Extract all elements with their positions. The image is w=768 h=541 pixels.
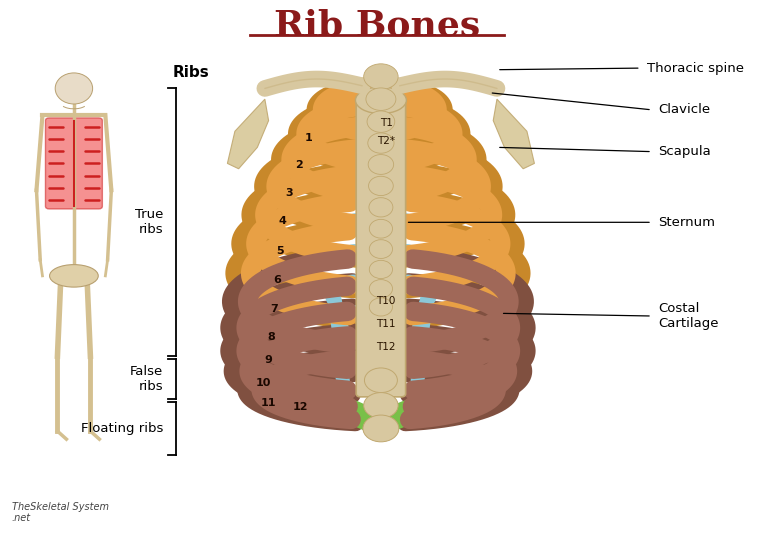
Text: 4: 4 bbox=[278, 216, 286, 226]
Ellipse shape bbox=[367, 111, 395, 133]
Text: 12: 12 bbox=[293, 402, 309, 412]
Text: 1: 1 bbox=[304, 133, 312, 143]
Ellipse shape bbox=[55, 73, 93, 104]
Text: T2*: T2* bbox=[377, 136, 396, 146]
Text: 5: 5 bbox=[276, 246, 283, 256]
Text: 7: 7 bbox=[270, 304, 279, 314]
Ellipse shape bbox=[369, 176, 393, 195]
Ellipse shape bbox=[369, 219, 392, 238]
Text: T1: T1 bbox=[379, 118, 392, 128]
FancyBboxPatch shape bbox=[45, 118, 102, 209]
Ellipse shape bbox=[369, 260, 392, 279]
Text: Costal
Cartilage: Costal Cartilage bbox=[658, 302, 718, 330]
Ellipse shape bbox=[369, 280, 392, 298]
Ellipse shape bbox=[50, 265, 98, 287]
Text: Floating ribs: Floating ribs bbox=[81, 422, 163, 435]
Ellipse shape bbox=[369, 298, 392, 316]
Ellipse shape bbox=[369, 240, 392, 259]
Text: Clavicle: Clavicle bbox=[658, 103, 710, 116]
Text: 3: 3 bbox=[286, 188, 293, 198]
Ellipse shape bbox=[368, 133, 394, 153]
Text: 11: 11 bbox=[261, 398, 276, 408]
Text: 6: 6 bbox=[273, 275, 281, 285]
Text: 8: 8 bbox=[267, 332, 275, 342]
Text: T10: T10 bbox=[376, 296, 396, 306]
Ellipse shape bbox=[368, 155, 394, 174]
Ellipse shape bbox=[364, 393, 398, 418]
Text: T12: T12 bbox=[376, 341, 396, 352]
Ellipse shape bbox=[364, 64, 398, 89]
Text: T11: T11 bbox=[376, 319, 396, 329]
Text: 9: 9 bbox=[265, 355, 273, 366]
Text: Scapula: Scapula bbox=[658, 145, 710, 158]
Text: Thoracic spine: Thoracic spine bbox=[647, 62, 743, 75]
Polygon shape bbox=[227, 99, 269, 169]
Text: TheSkeletal System
.net: TheSkeletal System .net bbox=[12, 502, 109, 523]
Polygon shape bbox=[493, 99, 535, 169]
Ellipse shape bbox=[363, 415, 399, 442]
Ellipse shape bbox=[369, 197, 393, 217]
Ellipse shape bbox=[365, 368, 397, 393]
Text: 10: 10 bbox=[256, 378, 271, 388]
Ellipse shape bbox=[356, 87, 406, 114]
Text: False
ribs: False ribs bbox=[130, 365, 163, 393]
Text: 2: 2 bbox=[295, 160, 303, 170]
Text: Rib Bones: Rib Bones bbox=[274, 8, 480, 42]
Text: Ribs: Ribs bbox=[173, 65, 210, 80]
FancyBboxPatch shape bbox=[356, 98, 406, 397]
Text: Sternum: Sternum bbox=[658, 216, 715, 229]
Ellipse shape bbox=[366, 88, 396, 110]
Text: True
ribs: True ribs bbox=[134, 208, 163, 236]
